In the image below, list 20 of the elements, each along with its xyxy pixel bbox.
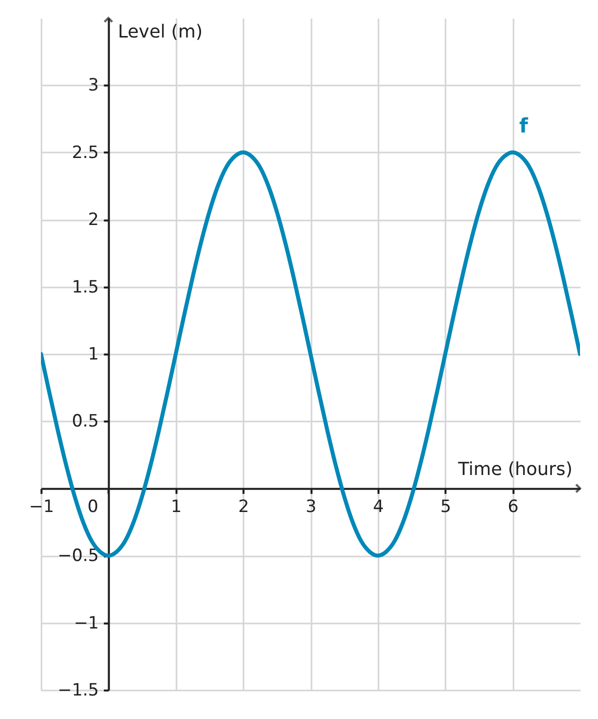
x-tick-label: 3 [306,496,316,517]
x-tick-label: −1 [28,496,54,517]
x-tick-label: 5 [440,496,452,517]
x-tick-label: 6 [508,496,519,517]
y-tick-label: 1.5 [72,277,99,298]
y-tick-label: −1 [74,613,99,634]
y-tick-label: 1 [88,344,99,364]
series-label: f [519,113,528,138]
y-axis-title: Level (m) [118,22,203,42]
y-tick-label: −1.5 [58,680,99,700]
x-tick-label: 0 [87,496,98,517]
x-tick-label: 2 [238,496,250,517]
y-tick-label: 2 [88,210,99,230]
y-tick-label: 0.5 [72,412,99,432]
y-tick-label: 2.5 [72,142,99,163]
x-tick-label: 1 [170,496,182,517]
x-axis-title: Time (hours) [457,458,572,480]
y-tick-label: −0.5 [58,546,99,566]
y-tick-label: 3 [88,76,99,96]
x-tick-label: 4 [372,496,384,517]
